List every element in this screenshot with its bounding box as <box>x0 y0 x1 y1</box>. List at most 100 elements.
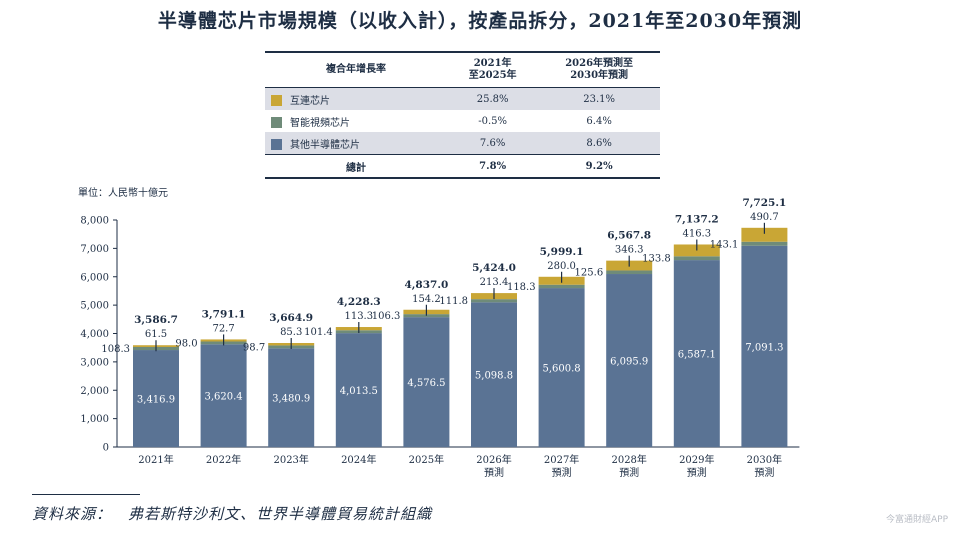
bar-value-label: 101.4 <box>304 327 333 338</box>
cagr-header-row: 複合年增長率 2021年 至2025年 2026年預測至 2030年預測 <box>265 52 660 88</box>
bar-segment <box>200 344 247 447</box>
y-tick-label: 2,000 <box>80 386 109 397</box>
bar-value-label: 72.7 <box>212 323 234 334</box>
bar-value-label: 3,480.9 <box>272 394 310 405</box>
bar-value-label: 5,600.8 <box>543 364 581 375</box>
bar-value-label: 6,095.9 <box>610 357 648 368</box>
bar-value-label: 490.7 <box>750 212 779 223</box>
x-tick-label: 預測 <box>619 466 639 479</box>
source-divider <box>32 494 140 495</box>
bar-segment <box>538 288 585 447</box>
source-note: 資料來源： 弗若斯特沙利文、世界半導體貿易統計組織 <box>32 505 433 523</box>
x-tick-label: 預測 <box>552 466 572 479</box>
bar-total-label: 4,228.3 <box>337 296 381 308</box>
y-tick-label: 7,000 <box>80 244 109 255</box>
y-tick-label: 4,000 <box>80 329 109 340</box>
x-tick-label: 2023年 <box>273 453 308 466</box>
bar-value-label: 7,091.3 <box>745 342 783 353</box>
bar-total-label: 4,837.0 <box>404 279 448 291</box>
unit-label: 單位：人民幣十億元 <box>78 188 168 199</box>
cagr-row-video: 智能視頻芯片 -0.5% 6.4% <box>265 110 660 132</box>
cagr-total-value-2: 9.2% <box>538 154 660 178</box>
y-tick-label: 8,000 <box>80 216 109 227</box>
bar-value-label: 61.5 <box>145 329 167 340</box>
cagr-total-value-1: 7.8% <box>447 154 539 178</box>
bar-value-label: 4,576.5 <box>407 378 445 389</box>
cagr-header-col2-line1: 2026年預測至 <box>565 58 634 69</box>
bar-segment <box>471 302 517 447</box>
bar-segment <box>403 317 450 447</box>
bar-value-label: 108.3 <box>101 344 130 355</box>
cagr-header-col1: 2021年 至2025年 <box>447 52 539 88</box>
y-tick-label: 3,000 <box>80 357 109 368</box>
y-tick-label: 0 <box>103 443 109 454</box>
x-tick-label: 2022年 <box>206 453 241 466</box>
bar-total-label: 6,567.8 <box>607 230 651 242</box>
cagr-header-col1-line2: 至2025年 <box>468 70 517 81</box>
bar-segment <box>133 350 179 447</box>
bar-segment <box>268 348 315 447</box>
bar-segment <box>673 256 720 261</box>
bar-segment <box>741 241 788 246</box>
cagr-header-col2: 2026年預測至 2030年預測 <box>538 52 660 88</box>
bar-value-label: 6,587.1 <box>678 350 716 361</box>
x-tick-label: 2028年 <box>611 453 646 466</box>
bar-total-label: 7,725.1 <box>742 197 786 209</box>
watermark: 今富通財經APP <box>885 515 948 525</box>
chart-title: 半導體芯片市場規模（以收入計），按產品拆分，2021年至2030年預測 <box>157 10 803 32</box>
swatch-interconnect <box>271 94 282 106</box>
cagr-row-value-1: -0.5% <box>478 115 508 127</box>
bar-value-label: 118.3 <box>507 282 536 293</box>
bar-segment <box>741 227 788 242</box>
x-tick-label: 2021年 <box>138 453 173 466</box>
cagr-row-label: 其他半導體芯片 <box>290 139 360 151</box>
bar-value-label: 111.8 <box>439 296 468 307</box>
bar-segment <box>538 284 585 289</box>
y-tick-label: 6,000 <box>80 272 109 283</box>
cagr-header-label: 複合年增長率 <box>265 52 447 88</box>
bar-total-label: 3,586.7 <box>134 314 178 326</box>
cagr-row-total: 總計 7.8% 9.2% <box>265 154 660 178</box>
bar-value-label: 280.0 <box>547 261 576 272</box>
bar-value-label: 4,013.5 <box>340 386 378 397</box>
x-tick-label: 2027年 <box>544 453 579 466</box>
bar-segment <box>606 274 653 447</box>
bar-value-label: 98.0 <box>175 338 197 349</box>
cagr-row-value-2: 6.4% <box>586 115 612 127</box>
x-tick-label: 2025年 <box>409 453 444 466</box>
bar-value-label: 125.6 <box>575 268 604 279</box>
bar-value-label: 346.3 <box>615 245 644 256</box>
bar-value-label: 3,620.4 <box>205 392 243 403</box>
bar-segment <box>335 333 382 447</box>
cagr-header-col2-line2: 2030年預測 <box>570 70 629 81</box>
bar-value-label: 213.4 <box>480 277 509 288</box>
x-tick-label: 預測 <box>754 466 774 479</box>
bar-segment <box>606 270 653 275</box>
bar-value-label: 5,098.8 <box>475 371 513 382</box>
x-tick-label: 2026年 <box>476 453 511 466</box>
swatch-other <box>271 138 282 150</box>
cagr-total-label: 總計 <box>265 154 447 178</box>
bar-total-label: 5,999.1 <box>540 246 584 258</box>
x-tick-label: 2024年 <box>341 453 376 466</box>
swatch-video <box>271 116 282 128</box>
x-tick-label: 2030年 <box>747 453 782 466</box>
y-tick-label: 1,000 <box>80 414 109 425</box>
cagr-row-value-2: 23.1% <box>538 87 660 110</box>
bar-value-label: 113.3 <box>344 311 373 322</box>
y-tick-label: 5,000 <box>80 301 109 312</box>
bar-value-label: 416.3 <box>682 228 711 239</box>
bar-value-label: 154.2 <box>412 294 441 305</box>
cagr-row-other: 其他半導體芯片 7.6% 8.6% <box>265 132 660 155</box>
cagr-table: 複合年增長率 2021年 至2025年 2026年預測至 2030年預測 互連芯… <box>265 51 660 179</box>
bar-total-label: 5,424.0 <box>472 262 516 274</box>
cagr-header-col1-line1: 2021年 <box>473 58 512 69</box>
bar-value-label: 3,416.9 <box>137 395 175 406</box>
bar-value-label: 143.1 <box>710 239 739 250</box>
x-tick-label: 2029年 <box>679 453 714 466</box>
bar-total-label: 3,664.9 <box>269 312 313 324</box>
cagr-row-label: 互連芯片 <box>290 95 330 107</box>
stacked-bar-chart: 0 1,000 2,000 3,000 4,000 5,000 6,000 7,000 8,00… <box>80 197 800 479</box>
cagr-row-value-2: 8.6% <box>538 132 660 155</box>
bar-value-label: 85.3 <box>280 327 302 338</box>
